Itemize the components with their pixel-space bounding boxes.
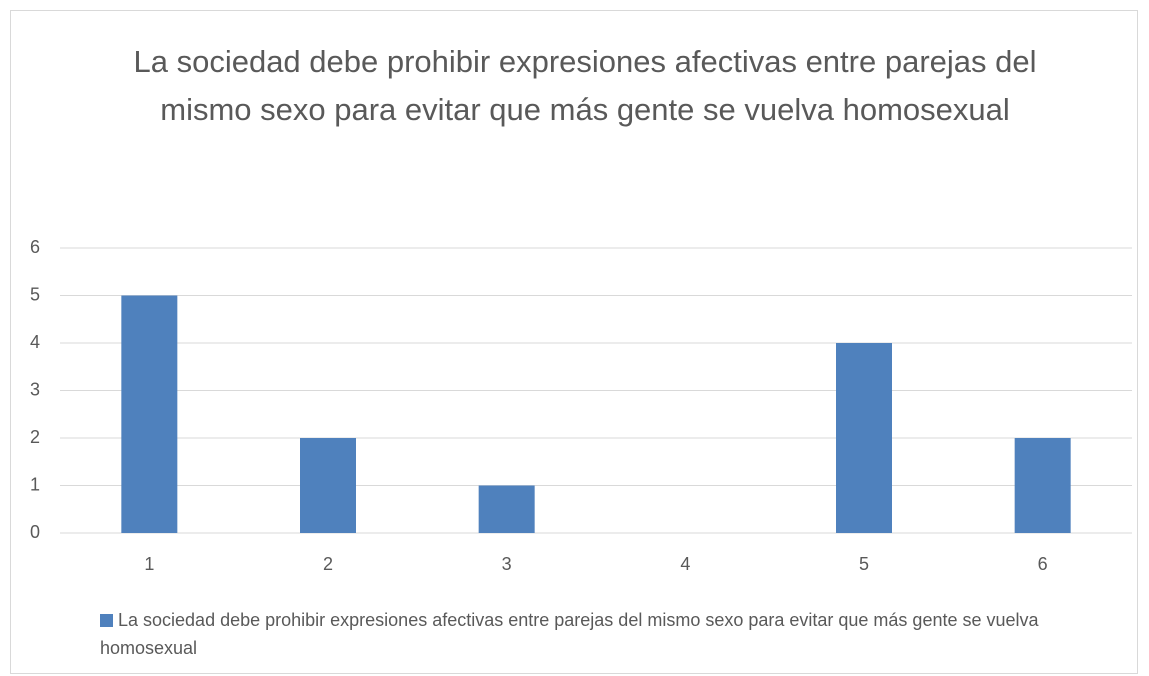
x-tick-label: 5 xyxy=(859,554,869,574)
legend-label: La sociedad debe prohibir expresiones af… xyxy=(100,610,1039,658)
legend: La sociedad debe prohibir expresiones af… xyxy=(100,606,1100,662)
y-tick-label: 2 xyxy=(30,427,40,447)
chart-title: La sociedad debe prohibir expresiones af… xyxy=(133,44,1037,127)
y-tick-label: 5 xyxy=(30,284,40,304)
bar xyxy=(300,438,356,533)
bar xyxy=(121,295,178,533)
bar xyxy=(836,343,892,533)
chart-border xyxy=(10,10,1138,674)
y-tick-label: 1 xyxy=(30,474,40,494)
y-tick-label: 4 xyxy=(30,332,40,352)
x-tick-label: 4 xyxy=(680,554,690,574)
x-tick-label: 3 xyxy=(502,554,512,574)
y-tick-label: 0 xyxy=(30,522,40,542)
x-tick-label: 1 xyxy=(144,554,154,574)
legend-swatch xyxy=(100,614,113,627)
y-tick-label: 3 xyxy=(30,379,40,399)
x-tick-label: 2 xyxy=(323,554,333,574)
bar xyxy=(478,485,535,533)
bar xyxy=(1014,438,1071,533)
y-tick-label: 6 xyxy=(30,237,40,257)
x-tick-label: 6 xyxy=(1038,554,1048,574)
